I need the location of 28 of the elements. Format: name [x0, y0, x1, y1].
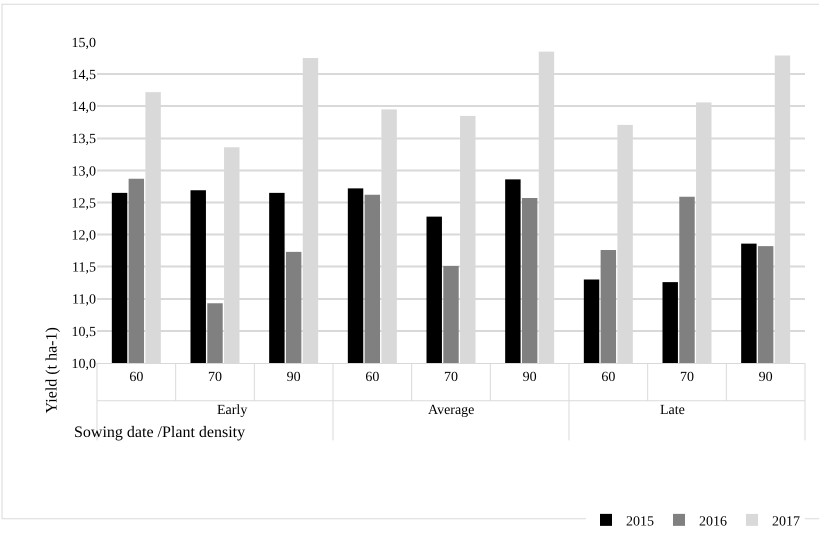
x-tick-label: 70 — [680, 370, 694, 385]
y-tick-label: 10,5 — [72, 324, 96, 340]
x-tick-label: 60 — [129, 370, 144, 385]
text: Early — [217, 403, 248, 418]
x-tick-label: 60 — [365, 370, 380, 385]
x-tick-label: 90 — [286, 370, 301, 385]
y-tick-label: 10,0 — [72, 356, 96, 372]
x-tick-label: 70 — [444, 370, 458, 385]
x-tick-label: 90 — [522, 370, 537, 385]
y-axis-title: Yield (t ha-1) — [44, 327, 61, 414]
y-tick-label: 15,0 — [72, 36, 96, 51]
text: Average — [428, 403, 474, 418]
text: Late — [660, 403, 685, 418]
x-tick-label: 90 — [758, 370, 773, 385]
y-tick-label: 12,0 — [72, 228, 96, 244]
legend-label: 2016 — [699, 514, 727, 530]
y-tick-label: 13,0 — [72, 164, 96, 180]
y-tick-label: 12,5 — [72, 196, 96, 212]
legend-label: 2015 — [626, 514, 654, 530]
y-tick-label: 14,5 — [72, 68, 96, 83]
y-tick-label: 11,0 — [72, 292, 96, 308]
x-tick-label: 70 — [208, 370, 222, 385]
text: Sowing date /Plant density — [74, 424, 246, 441]
y-tick-label: 13,5 — [72, 132, 96, 148]
x-tick-label: 60 — [601, 370, 616, 385]
y-tick-label: 11,5 — [72, 260, 96, 276]
y-tick-label: 14,0 — [72, 100, 96, 116]
legend-label: 2017 — [772, 514, 800, 530]
